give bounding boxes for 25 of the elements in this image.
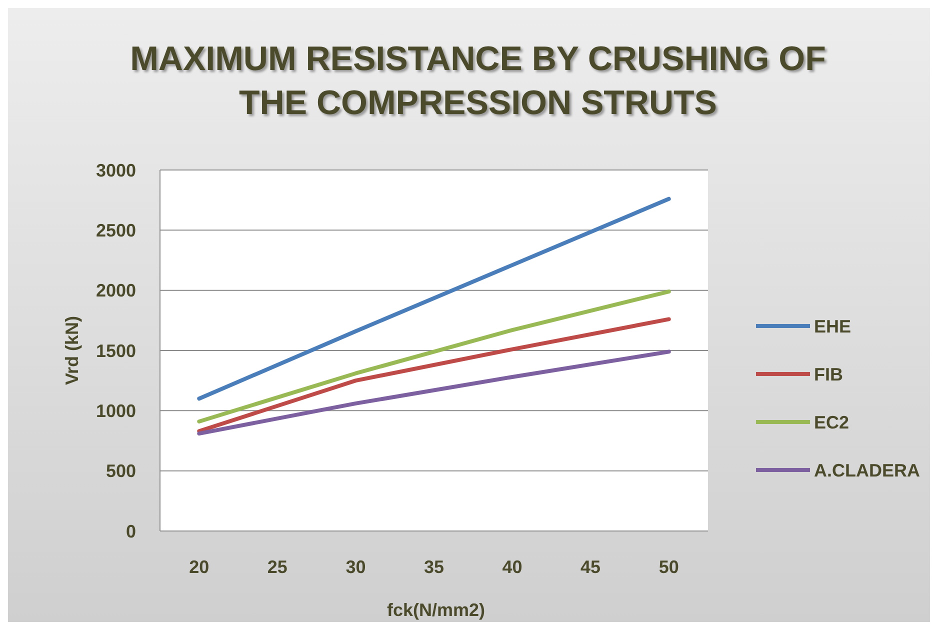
- x-tick-label: 25: [267, 557, 288, 577]
- y-tick-label: 0: [126, 521, 136, 542]
- y-tick-label: 500: [106, 461, 136, 482]
- x-tick-label: 45: [580, 557, 601, 577]
- line-series: [197, 317, 671, 434]
- x-tick-label: 20: [189, 557, 210, 577]
- legend-label: EC2: [814, 412, 850, 432]
- legend-label: FIB: [814, 364, 843, 384]
- y-tick-label: 2000: [96, 280, 136, 301]
- y-axis-title: Vrd (kN): [62, 316, 82, 386]
- x-axis-title: fck(N/mm2): [386, 600, 486, 620]
- y-tick-label: 2500: [96, 220, 136, 240]
- x-tick-label: 35: [424, 557, 444, 577]
- line-series: [197, 290, 671, 424]
- line-series: [197, 350, 671, 436]
- chart-title: MAXIMUM RESISTANCE BY CRUSHING OF THE COMPRESSION STRUTS: [130, 40, 826, 122]
- y-tick-label: 3000: [96, 160, 136, 180]
- legend-label: A.CLADERA: [814, 460, 920, 480]
- x-tick-label: 40: [502, 557, 522, 577]
- y-tick-label: 1000: [96, 400, 136, 421]
- x-tick-label: 30: [346, 557, 366, 577]
- x-tick-label: 50: [658, 557, 679, 577]
- legend-label: EHE: [814, 316, 852, 336]
- line-series: [197, 196, 671, 401]
- y-tick-label: 1500: [96, 340, 136, 361]
